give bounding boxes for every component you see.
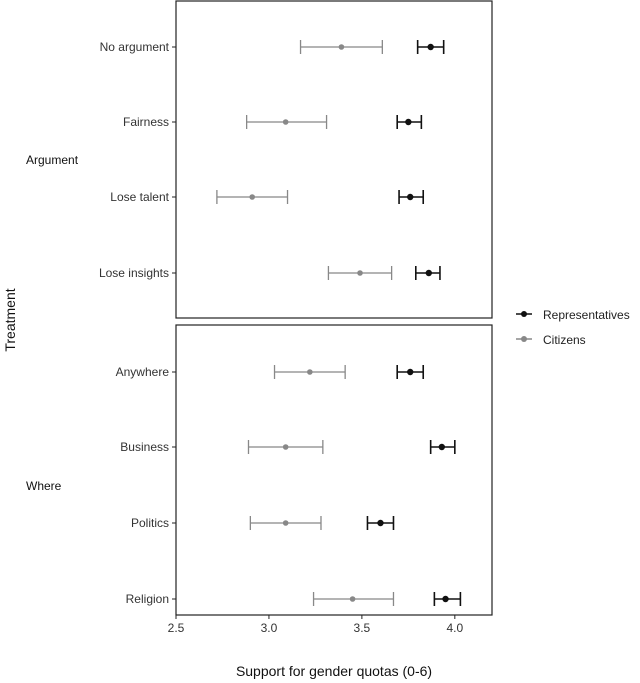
point-estimate (357, 270, 363, 276)
x-tick-label: 3.0 (261, 621, 278, 635)
facet-label: Argument (26, 153, 79, 167)
panel-where: Where Anywhere Business Politics Religion (26, 324, 493, 616)
point-estimate (407, 193, 414, 201)
point-estimate (249, 194, 256, 200)
y-tick-label: Business (120, 440, 169, 454)
legend-item-citizens: Citizens (516, 333, 586, 347)
errorbar-citizens (249, 516, 322, 530)
errorbar-representatives (398, 190, 425, 204)
point-estimate (282, 444, 289, 450)
panel-argument: Argument No argument Fairness Lose talent Lo… (26, 0, 493, 319)
panel-frame (175, 324, 493, 616)
y-tick-label: Religion (126, 592, 169, 606)
y-tick-label: Lose insights (99, 266, 169, 280)
point-estimate (425, 269, 432, 277)
legend-item-representatives: Representatives (516, 308, 630, 322)
legend-label: Representatives (543, 308, 630, 322)
x-tick-label: 2.5 (168, 621, 185, 635)
errorbar-representatives (433, 592, 462, 606)
point-estimate (282, 119, 289, 125)
errorbar-representatives (414, 266, 441, 280)
errorbar-representatives (416, 40, 445, 54)
x-axis-title: Support for gender quotas (0-6) (236, 663, 432, 679)
y-tick-label: Fairness (123, 115, 169, 129)
x-axis: 2.5 3.0 3.5 4.0 (168, 615, 463, 635)
x-tick-label: 3.5 (354, 621, 371, 635)
errorbar-representatives (396, 115, 423, 129)
facet-label: Where (26, 479, 62, 493)
errorbar-citizens (247, 440, 324, 454)
point-estimate (442, 595, 449, 603)
point-estimate (407, 368, 414, 376)
x-tick-label: 4.0 (446, 621, 463, 635)
errorbar-citizens (273, 365, 346, 379)
point-estimate (377, 519, 384, 527)
errorbar-representatives (366, 516, 395, 530)
errorbar-citizens (312, 592, 395, 606)
y-tick-label: Anywhere (116, 365, 170, 379)
point-estimate (349, 596, 356, 602)
panel-frame (175, 0, 493, 319)
point-estimate (427, 43, 434, 51)
errorbar-citizens (245, 115, 328, 129)
legend-label: Citizens (543, 333, 586, 347)
errorbar-citizens (216, 190, 289, 204)
point-estimate (307, 369, 313, 375)
legend: Representatives Citizens (516, 308, 630, 347)
errorbar-representatives (396, 365, 425, 379)
errorbar-citizens (327, 266, 393, 280)
y-axis-title: Treatment (2, 288, 18, 351)
point-estimate (438, 443, 446, 451)
point-estimate (405, 118, 412, 126)
y-tick-label: Lose talent (110, 190, 169, 204)
errorbar-representatives (429, 440, 456, 454)
point-estimate (282, 520, 289, 526)
errorbar-citizens (299, 40, 383, 54)
y-tick-label: Politics (131, 516, 169, 530)
point-estimate (338, 44, 345, 50)
y-tick-label: No argument (100, 40, 170, 54)
